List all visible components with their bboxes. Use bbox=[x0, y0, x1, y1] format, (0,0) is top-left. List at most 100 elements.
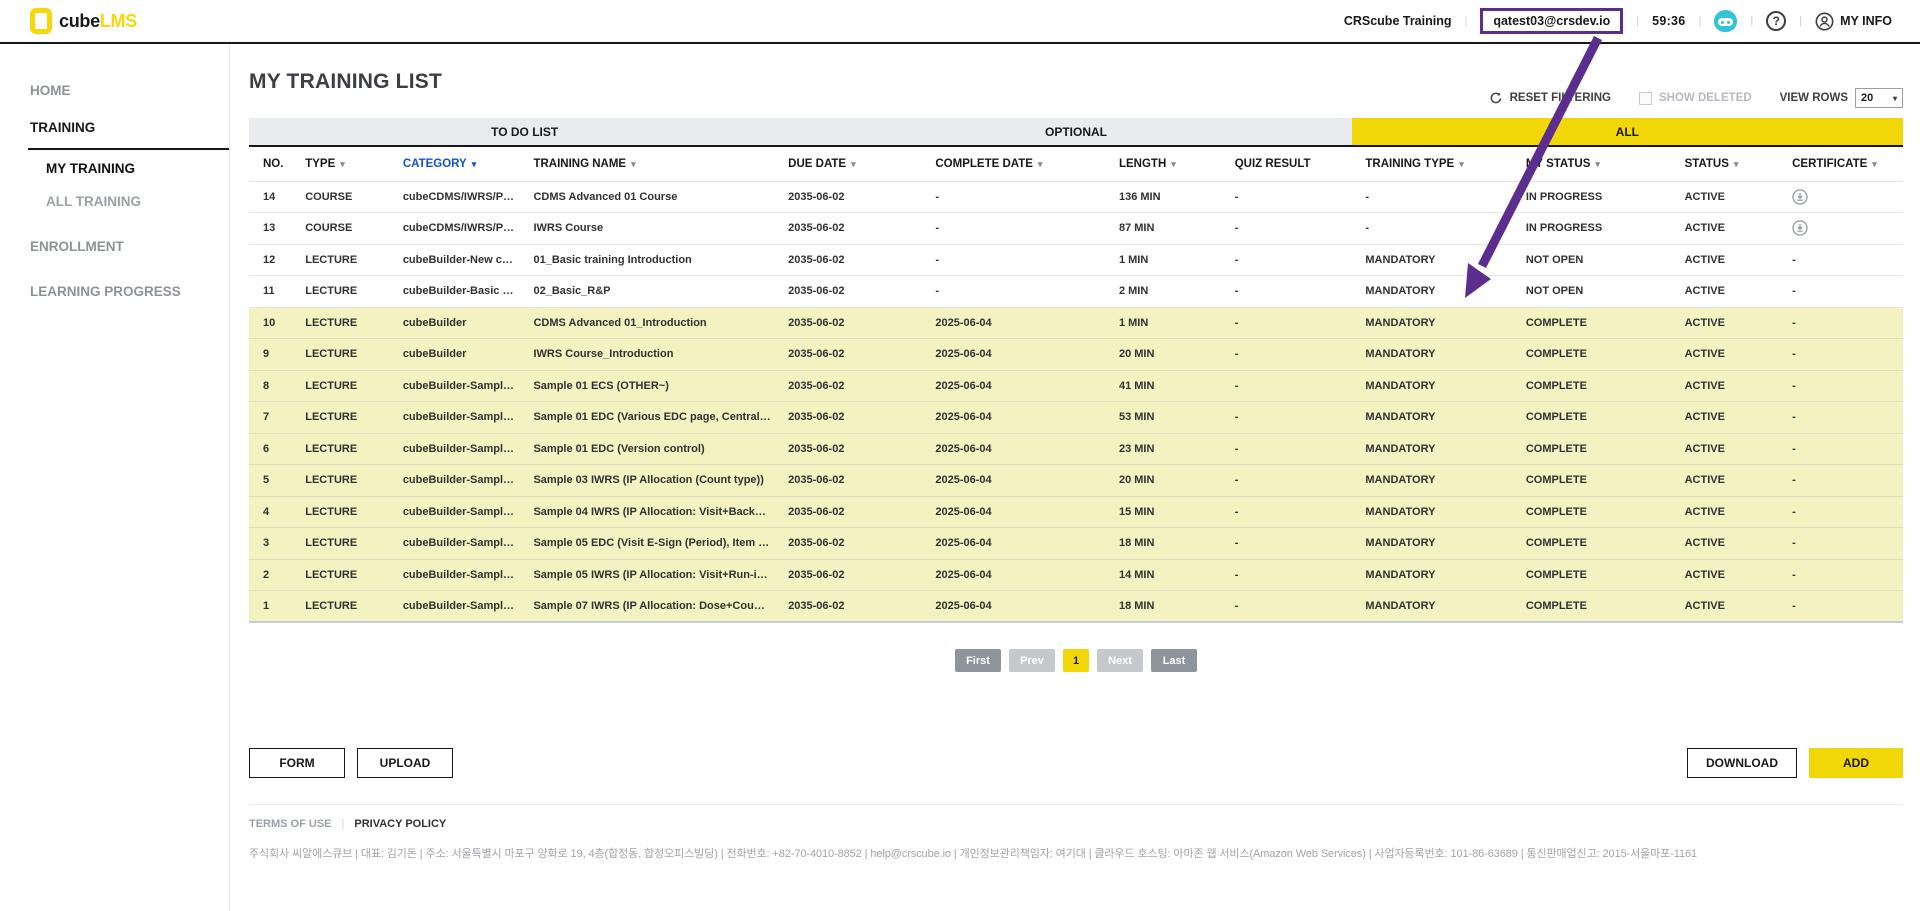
cell-name[interactable]: 01_Basic training Introduction bbox=[533, 244, 788, 276]
table-row[interactable]: 6LECTUREcubeBuilder-Sampl…Sample 01 EDC … bbox=[249, 433, 1903, 465]
cell-name[interactable]: Sample 03 IWRS (IP Allocation (Count typ… bbox=[533, 465, 788, 497]
cell-name[interactable]: IWRS Course bbox=[533, 213, 788, 245]
table-row[interactable]: 4LECTUREcubeBuilder-Sampl…Sample 04 IWRS… bbox=[249, 496, 1903, 528]
tab-optional[interactable]: OPTIONAL bbox=[800, 118, 1351, 145]
column-header-my-status[interactable]: MY STATUS▾ bbox=[1526, 147, 1685, 181]
column-header-status[interactable]: STATUS▾ bbox=[1685, 147, 1793, 181]
cell-due-date: 2035-06-02 bbox=[788, 465, 935, 497]
logo-text-cube: cube bbox=[59, 11, 100, 31]
show-deleted-checkbox[interactable] bbox=[1639, 92, 1652, 105]
column-header-category[interactable]: CATEGORY▾ bbox=[403, 147, 534, 181]
cell-name[interactable]: Sample 01 EDC (Various EDC page, Central… bbox=[533, 402, 788, 434]
cell-complete-date: 2025-06-04 bbox=[935, 433, 1119, 465]
table-row[interactable]: 9LECTUREcubeBuilderIWRS Course_Introduct… bbox=[249, 339, 1903, 371]
sidebar-item-enrollment[interactable]: ENROLLMENT bbox=[0, 230, 229, 263]
table-row[interactable]: 13COURSEcubeCDMS/IWRS/P…IWRS Course2035-… bbox=[249, 213, 1903, 245]
sidebar-item-training[interactable]: TRAINING bbox=[28, 111, 229, 150]
table-row[interactable]: 5LECTUREcubeBuilder-Sampl…Sample 03 IWRS… bbox=[249, 465, 1903, 497]
help-icon[interactable] bbox=[1766, 11, 1786, 31]
sort-caret-icon: ▾ bbox=[851, 159, 856, 169]
column-header-due-date[interactable]: DUE DATE▾ bbox=[788, 147, 935, 181]
reset-filtering-button[interactable]: RESET FILTERING bbox=[1489, 91, 1611, 105]
table-row[interactable]: 14COURSEcubeCDMS/IWRS/P…CDMS Advanced 01… bbox=[249, 181, 1903, 213]
chatbot-icon[interactable] bbox=[1714, 10, 1737, 32]
table-row[interactable]: 7LECTUREcubeBuilder-Sampl…Sample 01 EDC … bbox=[249, 402, 1903, 434]
cell-no: 5 bbox=[249, 465, 305, 497]
cell-my-status: COMPLETE bbox=[1526, 433, 1685, 465]
cell-status: ACTIVE bbox=[1685, 528, 1793, 560]
tab-to-do-list[interactable]: TO DO LIST bbox=[249, 118, 800, 145]
cell-name[interactable]: 02_Basic_R&P bbox=[533, 276, 788, 308]
download-button[interactable]: DOWNLOAD bbox=[1687, 748, 1797, 778]
app-logo: cubeLMS bbox=[30, 8, 137, 34]
cell-my-status: COMPLETE bbox=[1526, 402, 1685, 434]
cell-name[interactable]: IWRS Course_Introduction bbox=[533, 339, 788, 371]
cell-type: LECTURE bbox=[305, 276, 403, 308]
table-row[interactable]: 1LECTUREcubeBuilder-Sampl…Sample 07 IWRS… bbox=[249, 591, 1903, 623]
column-header-certificate[interactable]: CERTIFICATE▾ bbox=[1792, 147, 1903, 181]
certificate-download-icon[interactable] bbox=[1792, 189, 1808, 205]
my-info-button[interactable]: MY INFO bbox=[1815, 12, 1892, 31]
upload-button[interactable]: UPLOAD bbox=[357, 748, 453, 778]
terms-of-use-link[interactable]: TERMS OF USE bbox=[249, 818, 332, 830]
cell-name[interactable]: Sample 04 IWRS (IP Allocation: Visit+Bac… bbox=[533, 496, 788, 528]
tab-all[interactable]: ALL bbox=[1352, 118, 1903, 145]
table-row[interactable]: 11LECTUREcubeBuilder-Basic …02_Basic_R&P… bbox=[249, 276, 1903, 308]
person-icon bbox=[1815, 12, 1834, 31]
cell-name[interactable]: Sample 05 EDC (Visit E-Sign (Period), It… bbox=[533, 528, 788, 560]
column-label: QUIZ RESULT bbox=[1235, 158, 1311, 170]
cell-complete-date: 2025-06-04 bbox=[935, 591, 1119, 623]
table-row[interactable]: 2LECTUREcubeBuilder-Sampl…Sample 05 IWRS… bbox=[249, 559, 1903, 591]
cell-no: 12 bbox=[249, 244, 305, 276]
cell-type: LECTURE bbox=[305, 496, 403, 528]
cell-my-status: IN PROGRESS bbox=[1526, 213, 1685, 245]
cell-certificate[interactable] bbox=[1792, 181, 1903, 213]
sidebar-item-home[interactable]: HOME bbox=[0, 74, 229, 107]
form-button[interactable]: FORM bbox=[249, 748, 345, 778]
column-label: MY STATUS bbox=[1526, 158, 1591, 170]
sidebar-item-my-training[interactable]: MY TRAINING bbox=[0, 152, 229, 185]
pagination-page-1-button[interactable]: 1 bbox=[1063, 649, 1089, 672]
cell-name[interactable]: Sample 01 EDC (Version control) bbox=[533, 433, 788, 465]
table-row[interactable]: 10LECTUREcubeBuilderCDMS Advanced 01_Int… bbox=[249, 307, 1903, 339]
column-header-length[interactable]: LENGTH▾ bbox=[1119, 147, 1235, 181]
view-rows-control: VIEW ROWS 20 ▾ bbox=[1780, 88, 1903, 108]
privacy-policy-link[interactable]: PRIVACY POLICY bbox=[354, 818, 446, 830]
pagination-last-button[interactable]: Last bbox=[1151, 649, 1197, 672]
column-label: NO. bbox=[263, 158, 283, 170]
cell-no: 10 bbox=[249, 307, 305, 339]
cell-my-status: COMPLETE bbox=[1526, 465, 1685, 497]
sidebar-item-learning-progress[interactable]: LEARNING PROGRESS bbox=[0, 275, 229, 308]
cell-my-status: COMPLETE bbox=[1526, 559, 1685, 591]
cell-no: 14 bbox=[249, 181, 305, 213]
cell-name[interactable]: CDMS Advanced 01_Introduction bbox=[533, 307, 788, 339]
training-table: NO. TYPE▾CATEGORY▾TRAINING NAME▾DUE DATE▾… bbox=[249, 147, 1903, 623]
pagination: First Prev 1 Next Last bbox=[249, 649, 1903, 672]
column-header-training-type[interactable]: TRAINING TYPE▾ bbox=[1365, 147, 1525, 181]
cell-type: LECTURE bbox=[305, 433, 403, 465]
pagination-first-button[interactable]: First bbox=[955, 649, 1001, 672]
pagination-prev-button[interactable]: Prev bbox=[1009, 649, 1055, 672]
cell-name[interactable]: Sample 07 IWRS (IP Allocation: Dose+Cou… bbox=[533, 591, 788, 623]
column-header-complete-date[interactable]: COMPLETE DATE▾ bbox=[935, 147, 1119, 181]
sidebar-item-all-training[interactable]: ALL TRAINING bbox=[0, 185, 229, 218]
cell-category: cubeBuilder-Sampl… bbox=[403, 591, 534, 623]
cell-length: 20 MIN bbox=[1119, 465, 1235, 497]
table-row[interactable]: 12LECTUREcubeBuilder-New c…01_Basic trai… bbox=[249, 244, 1903, 276]
add-button[interactable]: ADD bbox=[1809, 748, 1903, 778]
cell-name[interactable]: CDMS Advanced 01 Course bbox=[533, 181, 788, 213]
cell-name[interactable]: Sample 01 ECS (OTHER~) bbox=[533, 370, 788, 402]
cell-certificate[interactable] bbox=[1792, 213, 1903, 245]
show-deleted-toggle[interactable]: SHOW DELETED bbox=[1639, 92, 1752, 105]
column-header-type[interactable]: TYPE▾ bbox=[305, 147, 403, 181]
certificate-download-icon[interactable] bbox=[1792, 220, 1808, 236]
cell-complete-date: 2025-06-04 bbox=[935, 496, 1119, 528]
cell-due-date: 2035-06-02 bbox=[788, 559, 935, 591]
column-header-training-name[interactable]: TRAINING NAME▾ bbox=[533, 147, 788, 181]
pagination-next-button[interactable]: Next bbox=[1097, 649, 1143, 672]
cell-length: 87 MIN bbox=[1119, 213, 1235, 245]
table-row[interactable]: 3LECTUREcubeBuilder-Sampl…Sample 05 EDC … bbox=[249, 528, 1903, 560]
table-row[interactable]: 8LECTUREcubeBuilder-Sampl…Sample 01 ECS … bbox=[249, 370, 1903, 402]
view-rows-select[interactable]: 20 ▾ bbox=[1855, 88, 1903, 108]
cell-name[interactable]: Sample 05 IWRS (IP Allocation: Visit+Run… bbox=[533, 559, 788, 591]
